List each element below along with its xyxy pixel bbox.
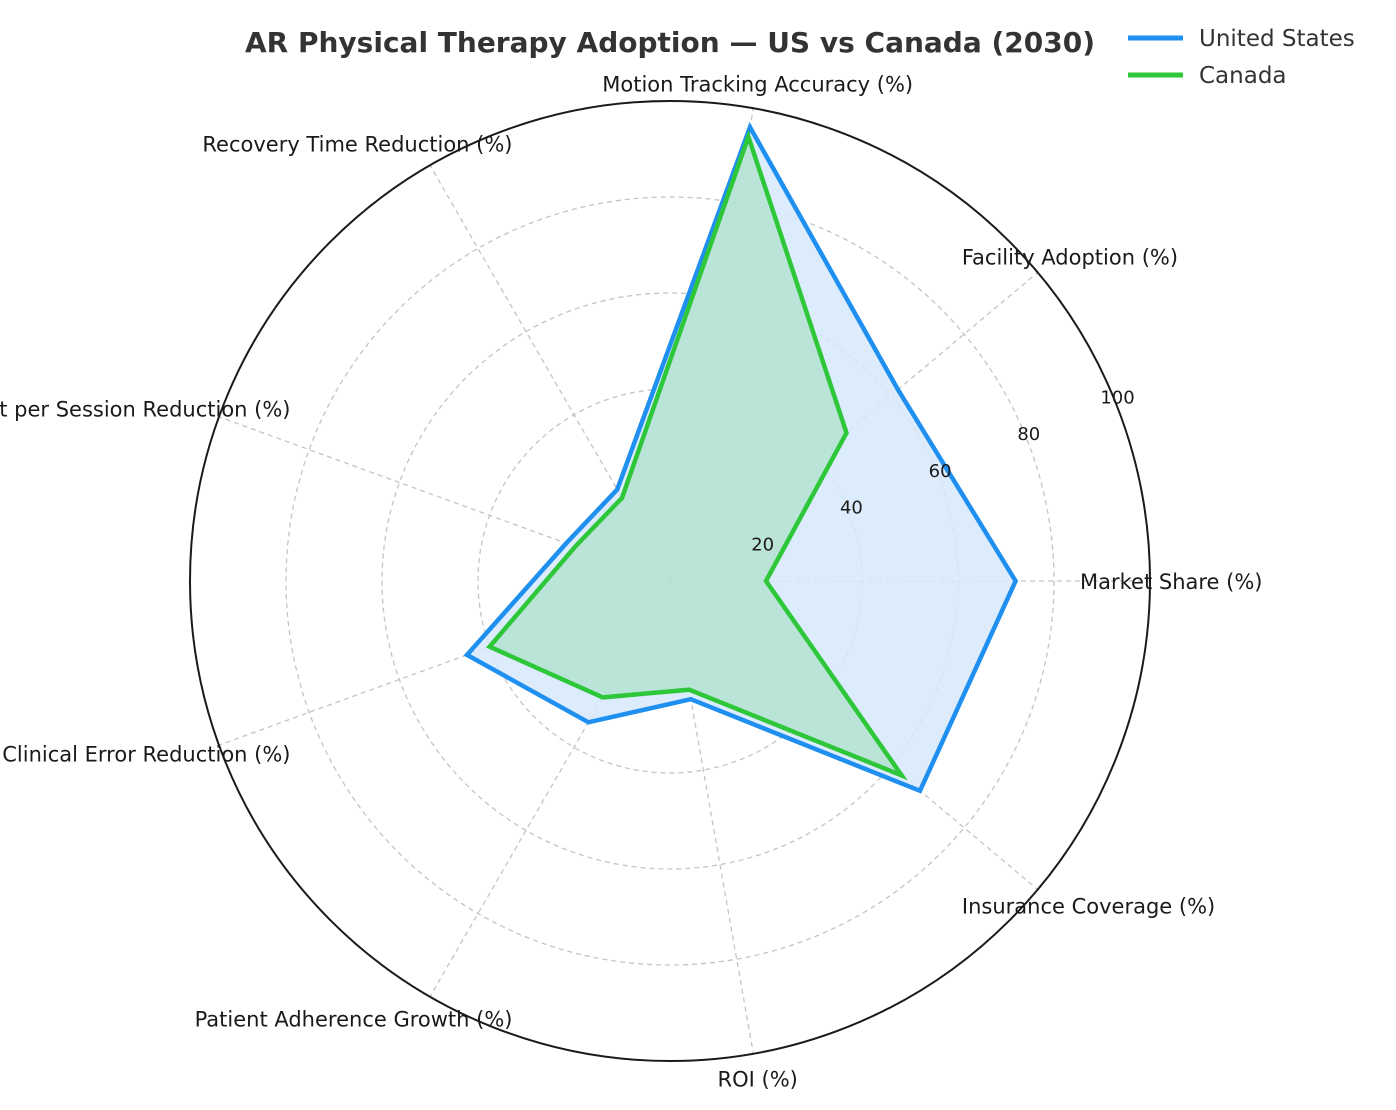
radial-tick-labels: 20 40 60 80 100 — [751, 387, 1134, 555]
radial-tick-label: 60 — [929, 461, 952, 482]
radial-tick-label: 20 — [751, 534, 774, 555]
axis-label: ROI (%) — [718, 1067, 798, 1091]
grid-spoke — [669, 271, 1039, 582]
axis-labels: Market Share (%) Facility Adoption (%) Mot… — [0, 73, 1262, 1092]
series-line — [485, 129, 908, 781]
grid-spoke — [218, 416, 671, 582]
radial-tick-label: 80 — [1017, 424, 1040, 445]
legend: United States Canada — [1128, 26, 1355, 89]
legend-label: United States — [1199, 26, 1355, 52]
axis-label: Facility Adoption (%) — [962, 245, 1178, 269]
axis-label: Clinical Error Reduction (%) — [2, 743, 290, 767]
grid-spoke — [669, 580, 754, 1054]
axis-label: Cost per Session Reduction (%) — [0, 397, 291, 421]
axis-label: Motion Tracking Accuracy (%) — [602, 73, 913, 97]
chart-title: AR Physical Therapy Adoption — US vs Can… — [245, 26, 1095, 59]
radial-tick-label: 100 — [1100, 387, 1134, 408]
series-line — [463, 121, 1019, 794]
radial-tick-label: 40 — [840, 498, 863, 519]
grid-spoke — [429, 580, 671, 998]
axis-label: Patient Adherence Growth (%) — [195, 1007, 513, 1031]
axis-label: Recovery Time Reduction (%) — [202, 133, 512, 157]
series-area — [489, 136, 902, 776]
grid-ring — [285, 196, 1055, 966]
grid-spoke — [218, 580, 671, 746]
grid-spoke — [429, 164, 671, 582]
axis-label: Market Share (%) — [1080, 570, 1262, 594]
legend-label: Canada — [1199, 63, 1287, 89]
outer-frame — [189, 100, 1151, 1062]
grid-spoke — [669, 580, 1039, 891]
axis-label: Insurance Coverage (%) — [962, 895, 1215, 919]
series-layer — [463, 121, 1019, 794]
